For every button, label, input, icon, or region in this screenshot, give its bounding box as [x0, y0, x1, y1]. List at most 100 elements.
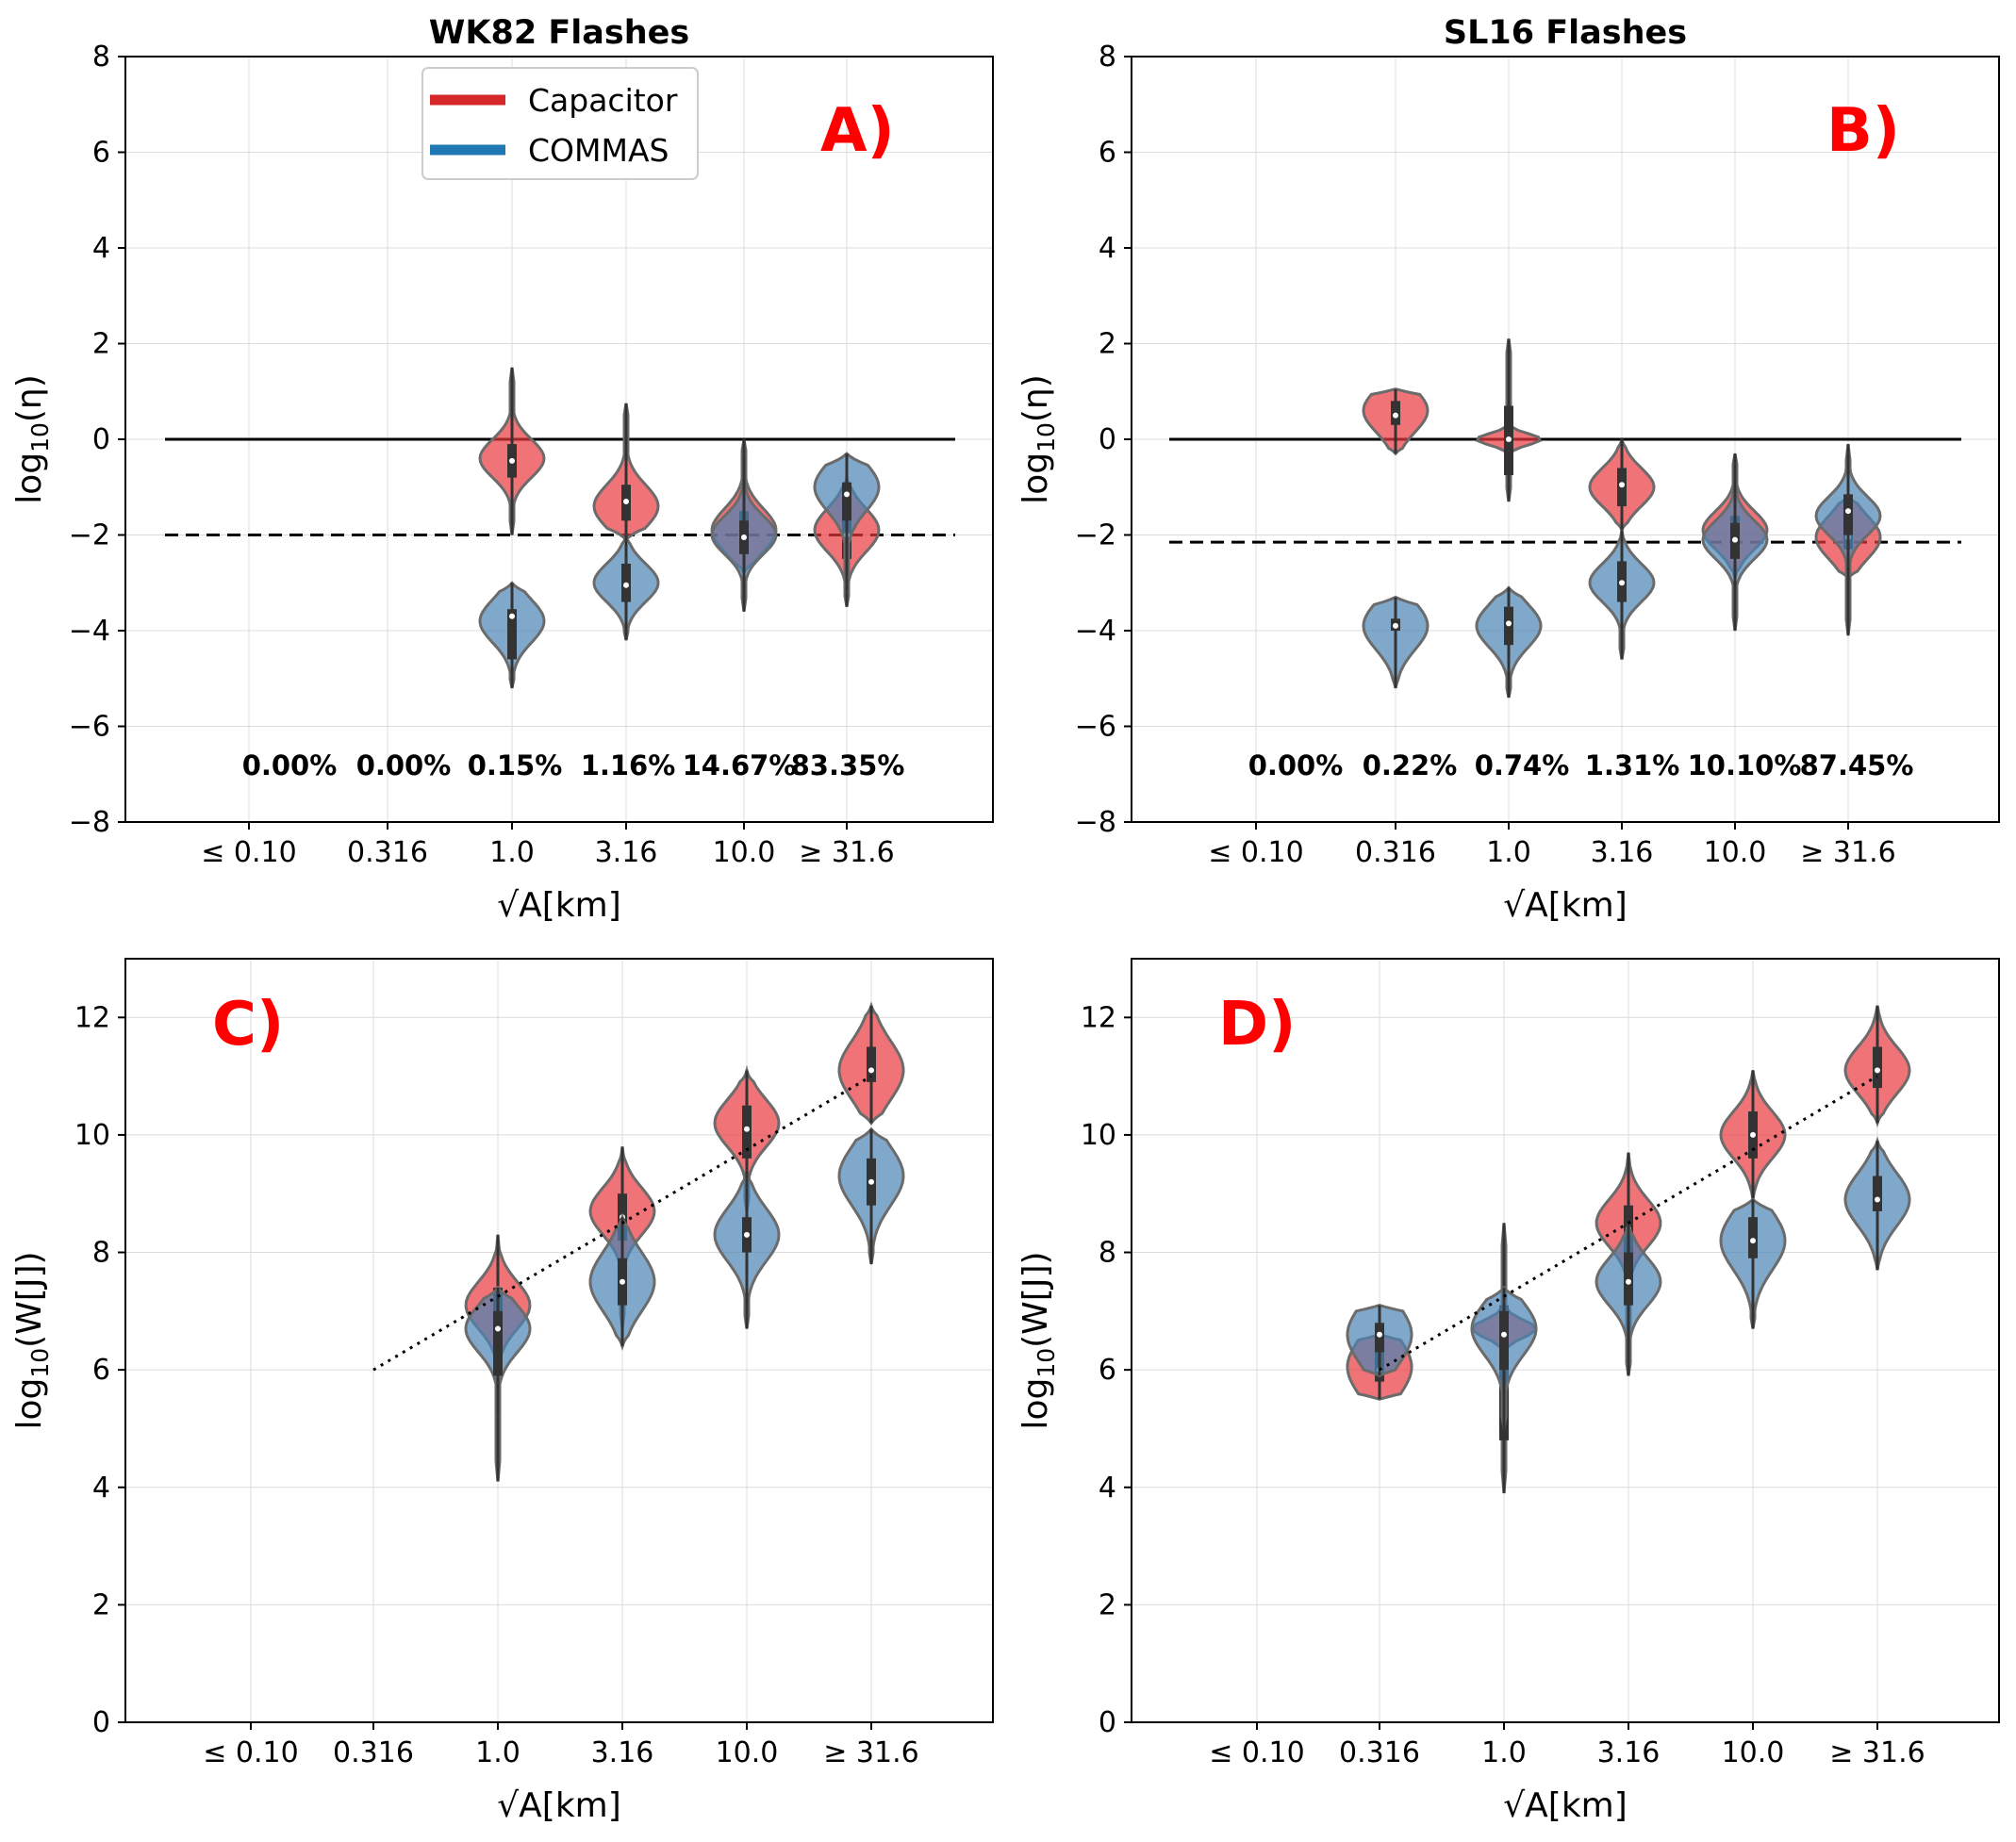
y-tick-label: −8	[69, 806, 110, 839]
violin-box	[1375, 1323, 1384, 1353]
percentage-label: 0.22%	[1363, 749, 1458, 781]
y-tick-label: 12	[74, 1001, 110, 1034]
x-tick-label: 0.316	[1355, 836, 1436, 869]
violin-median	[509, 457, 515, 464]
violin-box	[867, 1046, 876, 1082]
percentage-label: 0.00%	[356, 749, 452, 781]
violin-median	[744, 1231, 750, 1238]
x-tick-label: ≤ 0.10	[201, 836, 296, 869]
y-axis-label: log10(η)	[10, 374, 54, 504]
y-tick-label: 2	[92, 1588, 110, 1621]
violin-median	[744, 1126, 750, 1132]
x-tick-label: ≤ 0.10	[1208, 836, 1303, 869]
x-tick-label: 1.0	[1486, 836, 1531, 869]
y-tick-label: −8	[1075, 806, 1116, 839]
y-tick-label: 8	[92, 41, 110, 74]
violin-median	[868, 1178, 874, 1185]
panel-label: B)	[1826, 96, 1900, 166]
y-tick-label: −6	[1075, 711, 1116, 744]
percentage-label: 10.10%	[1688, 749, 1802, 781]
y-tick-label: −2	[1075, 519, 1116, 552]
panel-b: −8 −6 −4 −2 0 2 4 6 8 ≤ 0.10 0.316 1.0 3.16 10.0 ≥ 31.…	[1016, 14, 2000, 925]
violin-median	[1619, 580, 1625, 586]
x-tick-label: 0.316	[347, 836, 428, 869]
panel-c: 0 2 4 6 8 10 12 ≤ 0.10 0.316 1.0 3.16 10.0 ≥ 31.6 √A[…	[10, 958, 994, 1825]
violin-box	[1843, 494, 1853, 535]
series-commas	[464, 1127, 905, 1418]
violin-median	[1501, 1331, 1507, 1338]
legend: Capacitor COMMAS	[421, 67, 699, 180]
panel-a: −8 −6 −4 −2 0 2 4 6 8 ≤ 0.10 0.316 1.0 3.16 10.0 ≥ 31.…	[10, 14, 994, 925]
y-tick-label: 4	[1099, 232, 1116, 265]
x-tick-label: ≤ 0.10	[1209, 1736, 1304, 1769]
violin-median	[1875, 1067, 1880, 1074]
panel-d: 0 2 4 6 8 10 12 ≤ 0.10 0.316 1.0 3.16 10.0 ≥ 31.6 √A[…	[1016, 958, 2000, 1825]
y-tick-label: 0	[92, 1706, 110, 1739]
percentage-label: 87.45%	[1800, 749, 1914, 781]
percentage-label: 0.15%	[468, 749, 563, 781]
legend-label: COMMAS	[528, 132, 669, 169]
x-tick-label: ≥ 31.6	[1800, 836, 1895, 869]
y-tick-label: 2	[1099, 1588, 1116, 1621]
violin-median	[1750, 1131, 1756, 1138]
violin-median	[620, 1278, 625, 1285]
y-tick-label: 0	[1099, 1706, 1116, 1739]
x-tick-label: 3.16	[595, 836, 658, 869]
x-tick-label: ≤ 0.10	[203, 1736, 298, 1769]
x-tick-label: 3.16	[591, 1736, 654, 1769]
violin-median	[1506, 436, 1512, 442]
y-tick-label: 8	[92, 1237, 110, 1270]
y-tick-label: −4	[69, 615, 110, 648]
violin-median	[623, 498, 629, 504]
violin-median	[1377, 1331, 1382, 1338]
violin-median	[1845, 508, 1851, 515]
y-tick-label: 6	[92, 137, 110, 170]
x-tick-label: 3.16	[1591, 836, 1654, 869]
y-tick-label: 10	[74, 1119, 110, 1152]
axes-frame	[124, 958, 994, 1723]
x-axis-label: √A[km]	[497, 886, 621, 925]
violin-median	[1506, 620, 1512, 627]
x-tick-label: 10.0	[1722, 1736, 1785, 1769]
x-tick-label: ≥ 31.6	[799, 836, 894, 869]
percentage-label: 0.00%	[242, 749, 338, 781]
violin-median	[868, 1067, 874, 1074]
violin-box	[842, 482, 851, 521]
y-tick-label: 2	[1099, 328, 1116, 361]
panel-title: WK82 Flashes	[429, 14, 689, 52]
violin-median	[623, 582, 629, 588]
percentage-label: 1.31%	[1585, 749, 1680, 781]
violin-box	[1873, 1176, 1882, 1211]
percentage-label: 0.00%	[1248, 749, 1344, 781]
violin-median	[495, 1325, 501, 1332]
y-tick-label: 6	[1099, 1354, 1116, 1387]
x-tick-label: 10.0	[713, 836, 776, 869]
violin-box	[1873, 1046, 1882, 1089]
x-tick-label: ≥ 31.6	[823, 1736, 918, 1769]
x-tick-label: 1.0	[1481, 1736, 1527, 1769]
percentage-label: 83.35%	[791, 749, 905, 781]
violin-median	[844, 491, 850, 498]
legend-label: Capacitor	[528, 82, 678, 119]
x-tick-label: 10.0	[716, 1736, 779, 1769]
x-tick-label: 1.0	[489, 836, 535, 869]
violin-median	[1732, 536, 1738, 543]
percentage-label: 0.74%	[1475, 749, 1570, 781]
percentage-label: 1.16%	[581, 749, 676, 781]
y-tick-label: −4	[1075, 615, 1116, 648]
panel-title: SL16 Flashes	[1444, 14, 1687, 52]
series-commas	[1346, 1136, 1911, 1429]
violin-median	[1875, 1196, 1880, 1203]
x-axis-label: √A[km]	[1503, 1786, 1628, 1825]
violin-median	[1626, 1278, 1631, 1285]
y-tick-label: 12	[1081, 1001, 1116, 1034]
y-tick-label: 10	[1081, 1119, 1116, 1152]
x-tick-label: 0.316	[1339, 1736, 1420, 1769]
y-tick-label: 4	[1099, 1472, 1116, 1505]
x-tick-label: 10.0	[1704, 836, 1767, 869]
y-tick-label: 0	[1099, 423, 1116, 456]
violin-box	[1748, 1217, 1758, 1258]
x-tick-label: 3.16	[1597, 1736, 1661, 1769]
axes-frame	[1131, 958, 2000, 1723]
